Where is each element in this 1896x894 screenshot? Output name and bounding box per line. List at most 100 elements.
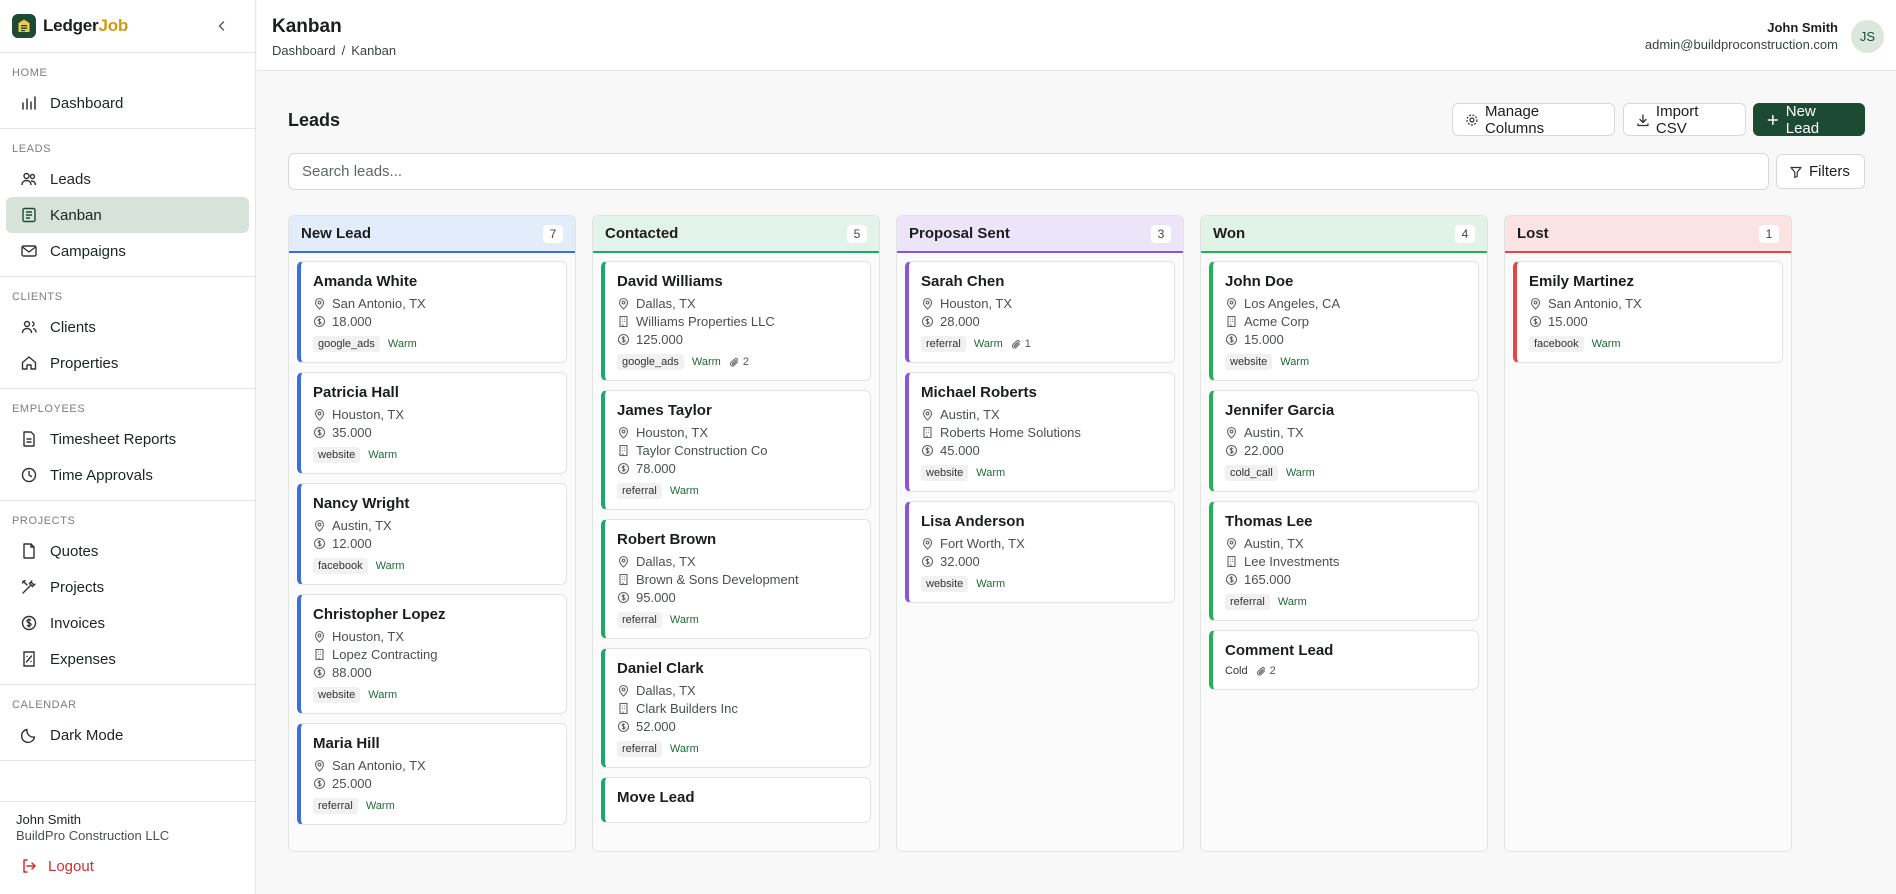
lead-value-text: 15.000 [1244,331,1284,347]
sidebar-item-leads[interactable]: Leads [6,161,249,197]
lead-name: Christopher Lopez [313,606,446,623]
lead-value: 15.000 [1225,330,1466,348]
lead-location-text: Dallas, TX [636,295,696,311]
lead-name: Amanda White [313,273,418,290]
import-csv-label: Import CSV [1655,102,1699,137]
lead-card[interactable]: Sarah Chen Houston, TX 28.000 referral Warm 1 [905,261,1175,363]
lead-card[interactable]: Daniel Clark Dallas, TX Clark Builders Inc… [601,648,871,768]
sidebar-item-time-approvals[interactable]: Time Approvals [6,457,249,493]
lead-value: 22.000 [1225,441,1466,459]
lead-value: 45.000 [921,441,1162,459]
nav-section-clients: CLIENTS Clients Properties [0,277,255,389]
sidebar-item-properties[interactable]: Properties [6,345,249,381]
logout-icon [23,859,36,873]
sidebar-item-kanban[interactable]: Kanban [6,197,249,233]
breadcrumb-dashboard[interactable]: Dashboard [272,43,336,58]
lead-tags: google_ads Warm 2 [617,354,858,370]
map-pin-icon [314,519,325,532]
lead-tags: website Warm [313,447,554,463]
lead-name: Move Lead [617,789,695,806]
sidebar-item-clients[interactable]: Clients [6,309,249,345]
lead-card[interactable]: Christopher Lopez Houston, TX Lopez Contra… [297,594,567,714]
lead-card[interactable]: Emily Martinez San Antonio, TX 15.000 faceb… [1513,261,1783,363]
collapse-sidebar-button[interactable] [213,17,231,35]
column-count-badge: 5 [847,224,867,243]
logout-button[interactable]: Logout [20,857,239,875]
building-icon [619,573,628,585]
sidebar-item-label: Clients [50,318,96,336]
lead-tags: referral Warm 1 [921,336,1162,352]
lead-card[interactable]: Patricia Hall Houston, TX 35.000 website War… [297,372,567,474]
sidebar-item-timesheet-reports[interactable]: Timesheet Reports [6,421,249,457]
receipt-icon [23,651,35,667]
map-pin-icon [314,630,325,643]
lead-card[interactable]: David Williams Dallas, TX Williams Propert… [601,261,871,381]
sidebar-item-label: Quotes [50,542,99,560]
lead-card[interactable]: Maria Hill San Antonio, TX 25.000 referral W… [297,723,567,825]
lead-card[interactable]: Jennifer Garcia Austin, TX 22.000 cold_call… [1209,390,1479,492]
sidebar-user-company: BuildPro Construction LLC [16,828,170,843]
sidebar-item-projects[interactable]: Projects [6,569,249,605]
sidebar-item-quotes[interactable]: Quotes [6,533,249,569]
column-cards: David Williams Dallas, TX Williams Propert… [593,253,879,840]
lead-location: Houston, TX [921,294,1162,312]
lead-value: 28.000 [921,312,1162,330]
lead-location: San Antonio, TX [313,756,554,774]
lead-company: Brown & Sons Development [617,570,858,588]
lead-source-tag: referral [617,741,662,757]
lead-company: Acme Corp [1225,312,1466,330]
lead-temperature: Warm [1280,356,1310,368]
import-csv-button[interactable]: Import CSV [1623,102,1746,137]
lead-card[interactable]: Robert Brown Dallas, TX Brown & Sons Devel… [601,519,871,639]
lead-value-text: 15.000 [1548,313,1588,329]
sidebar-item-dark-mode[interactable]: Dark Mode [6,717,249,753]
sidebar-item-campaigns[interactable]: Campaigns [6,233,249,269]
map-pin-icon [1226,426,1237,439]
map-pin-icon [922,297,933,310]
manage-columns-button[interactable]: Manage Columns [1452,103,1615,137]
new-lead-button[interactable]: New Lead [1753,103,1865,137]
lead-attachments: 1 [1011,338,1031,350]
sidebar-item-label: Dashboard [50,94,124,112]
breadcrumb-kanban: Kanban [351,43,397,58]
sidebar-item-dashboard[interactable]: Dashboard [6,85,249,121]
dollar-circle-icon [313,777,326,789]
lead-source-tag: website [313,447,361,463]
lead-value: 25.000 [313,774,554,792]
lead-source-tag: referral [1225,594,1270,610]
lead-tags: referral Warm [617,741,858,757]
lead-temperature: Warm [669,614,699,626]
avatar[interactable]: JS [1851,20,1884,53]
filters-button[interactable]: Filters [1776,154,1865,189]
lead-location: Dallas, TX [617,681,858,699]
kanban-column-contacted: Contacted 5 David Williams Dallas, TX Willia… [592,215,880,852]
lead-card[interactable]: James Taylor Houston, TX Taylor Constructi… [601,390,871,510]
sidebar-item-label: Invoices [50,614,106,632]
lead-tags: website Warm [1225,354,1466,370]
dollar-circle-icon [313,426,326,438]
filters-label: Filters [1809,163,1850,180]
lead-card[interactable]: Lisa Anderson Fort Worth, TX 32.000 website… [905,501,1175,603]
search-input[interactable] [288,153,1769,190]
lead-name: Nancy Wright [313,495,410,512]
lead-card[interactable]: Nancy Wright Austin, TX 12.000 facebook Warm [297,483,567,585]
map-pin-icon [618,426,629,439]
lead-card[interactable]: Comment Lead Cold 2 [1209,630,1479,690]
lead-card[interactable]: Move Lead [601,777,871,823]
kanban-board: New Lead 7 Amanda White San Antonio, TX 18.0… [288,215,1792,852]
lead-card[interactable]: John Doe Los Angeles, CA Acme Corp 15.000 we… [1209,261,1479,381]
column-header: Contacted 5 [593,216,879,253]
lead-card[interactable]: Thomas Lee Austin, TX Lee Investments 165.0… [1209,501,1479,621]
lead-tags: facebook Warm [313,558,554,574]
lead-tags: website Warm [921,465,1162,481]
lead-source-tag: website [313,687,361,703]
lead-temperature: Warm [669,485,699,497]
sidebar-item-expenses[interactable]: Expenses [6,641,249,677]
lead-company: Lopez Contracting [313,645,554,663]
sidebar-item-invoices[interactable]: Invoices [6,605,249,641]
lead-card[interactable]: Amanda White San Antonio, TX 18.000 google_… [297,261,567,363]
sidebar-item-label: Time Approvals [50,466,153,484]
lead-card[interactable]: Michael Roberts Austin, TX Roberts Home So… [905,372,1175,492]
map-pin-icon [922,537,933,550]
sidebar-item-label: Timesheet Reports [50,430,177,448]
